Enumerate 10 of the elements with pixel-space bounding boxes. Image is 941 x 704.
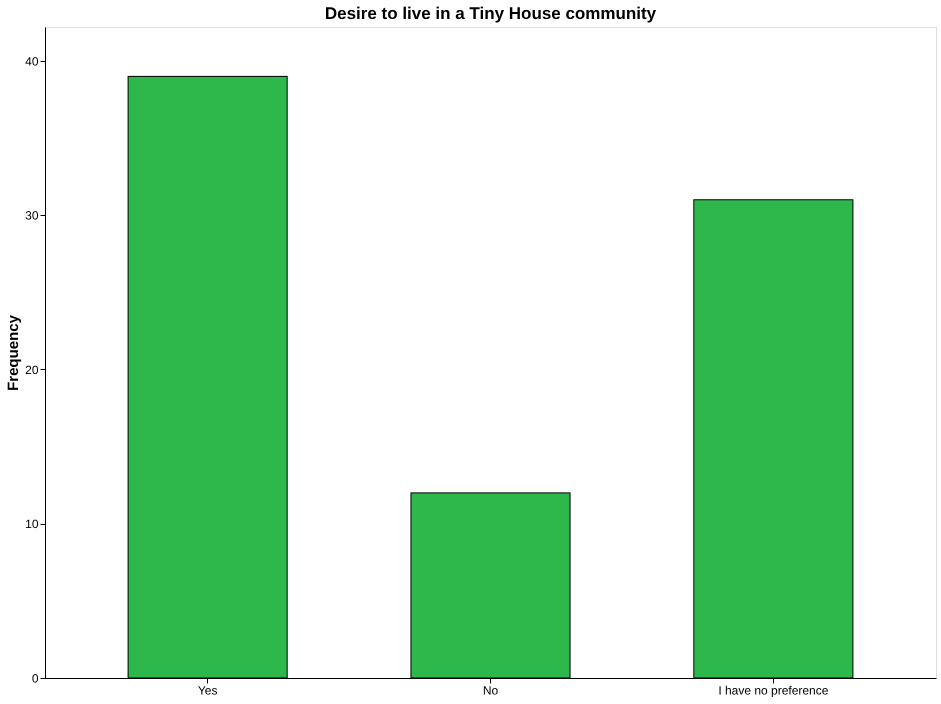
- y-axis-title: Frequency: [5, 314, 22, 391]
- chart-title: Desire to live in a Tiny House community: [324, 4, 657, 23]
- y-tick-label: 10: [25, 517, 39, 532]
- x-tick-label: I have no preference: [718, 684, 829, 698]
- y-tick-label: 30: [25, 208, 39, 223]
- y-tick-label: 20: [25, 362, 39, 377]
- y-tick-label: 40: [25, 54, 39, 68]
- x-tick-label: Yes: [198, 684, 218, 698]
- y-tick-label: 0: [32, 672, 39, 686]
- x-tick-label: No: [482, 684, 498, 698]
